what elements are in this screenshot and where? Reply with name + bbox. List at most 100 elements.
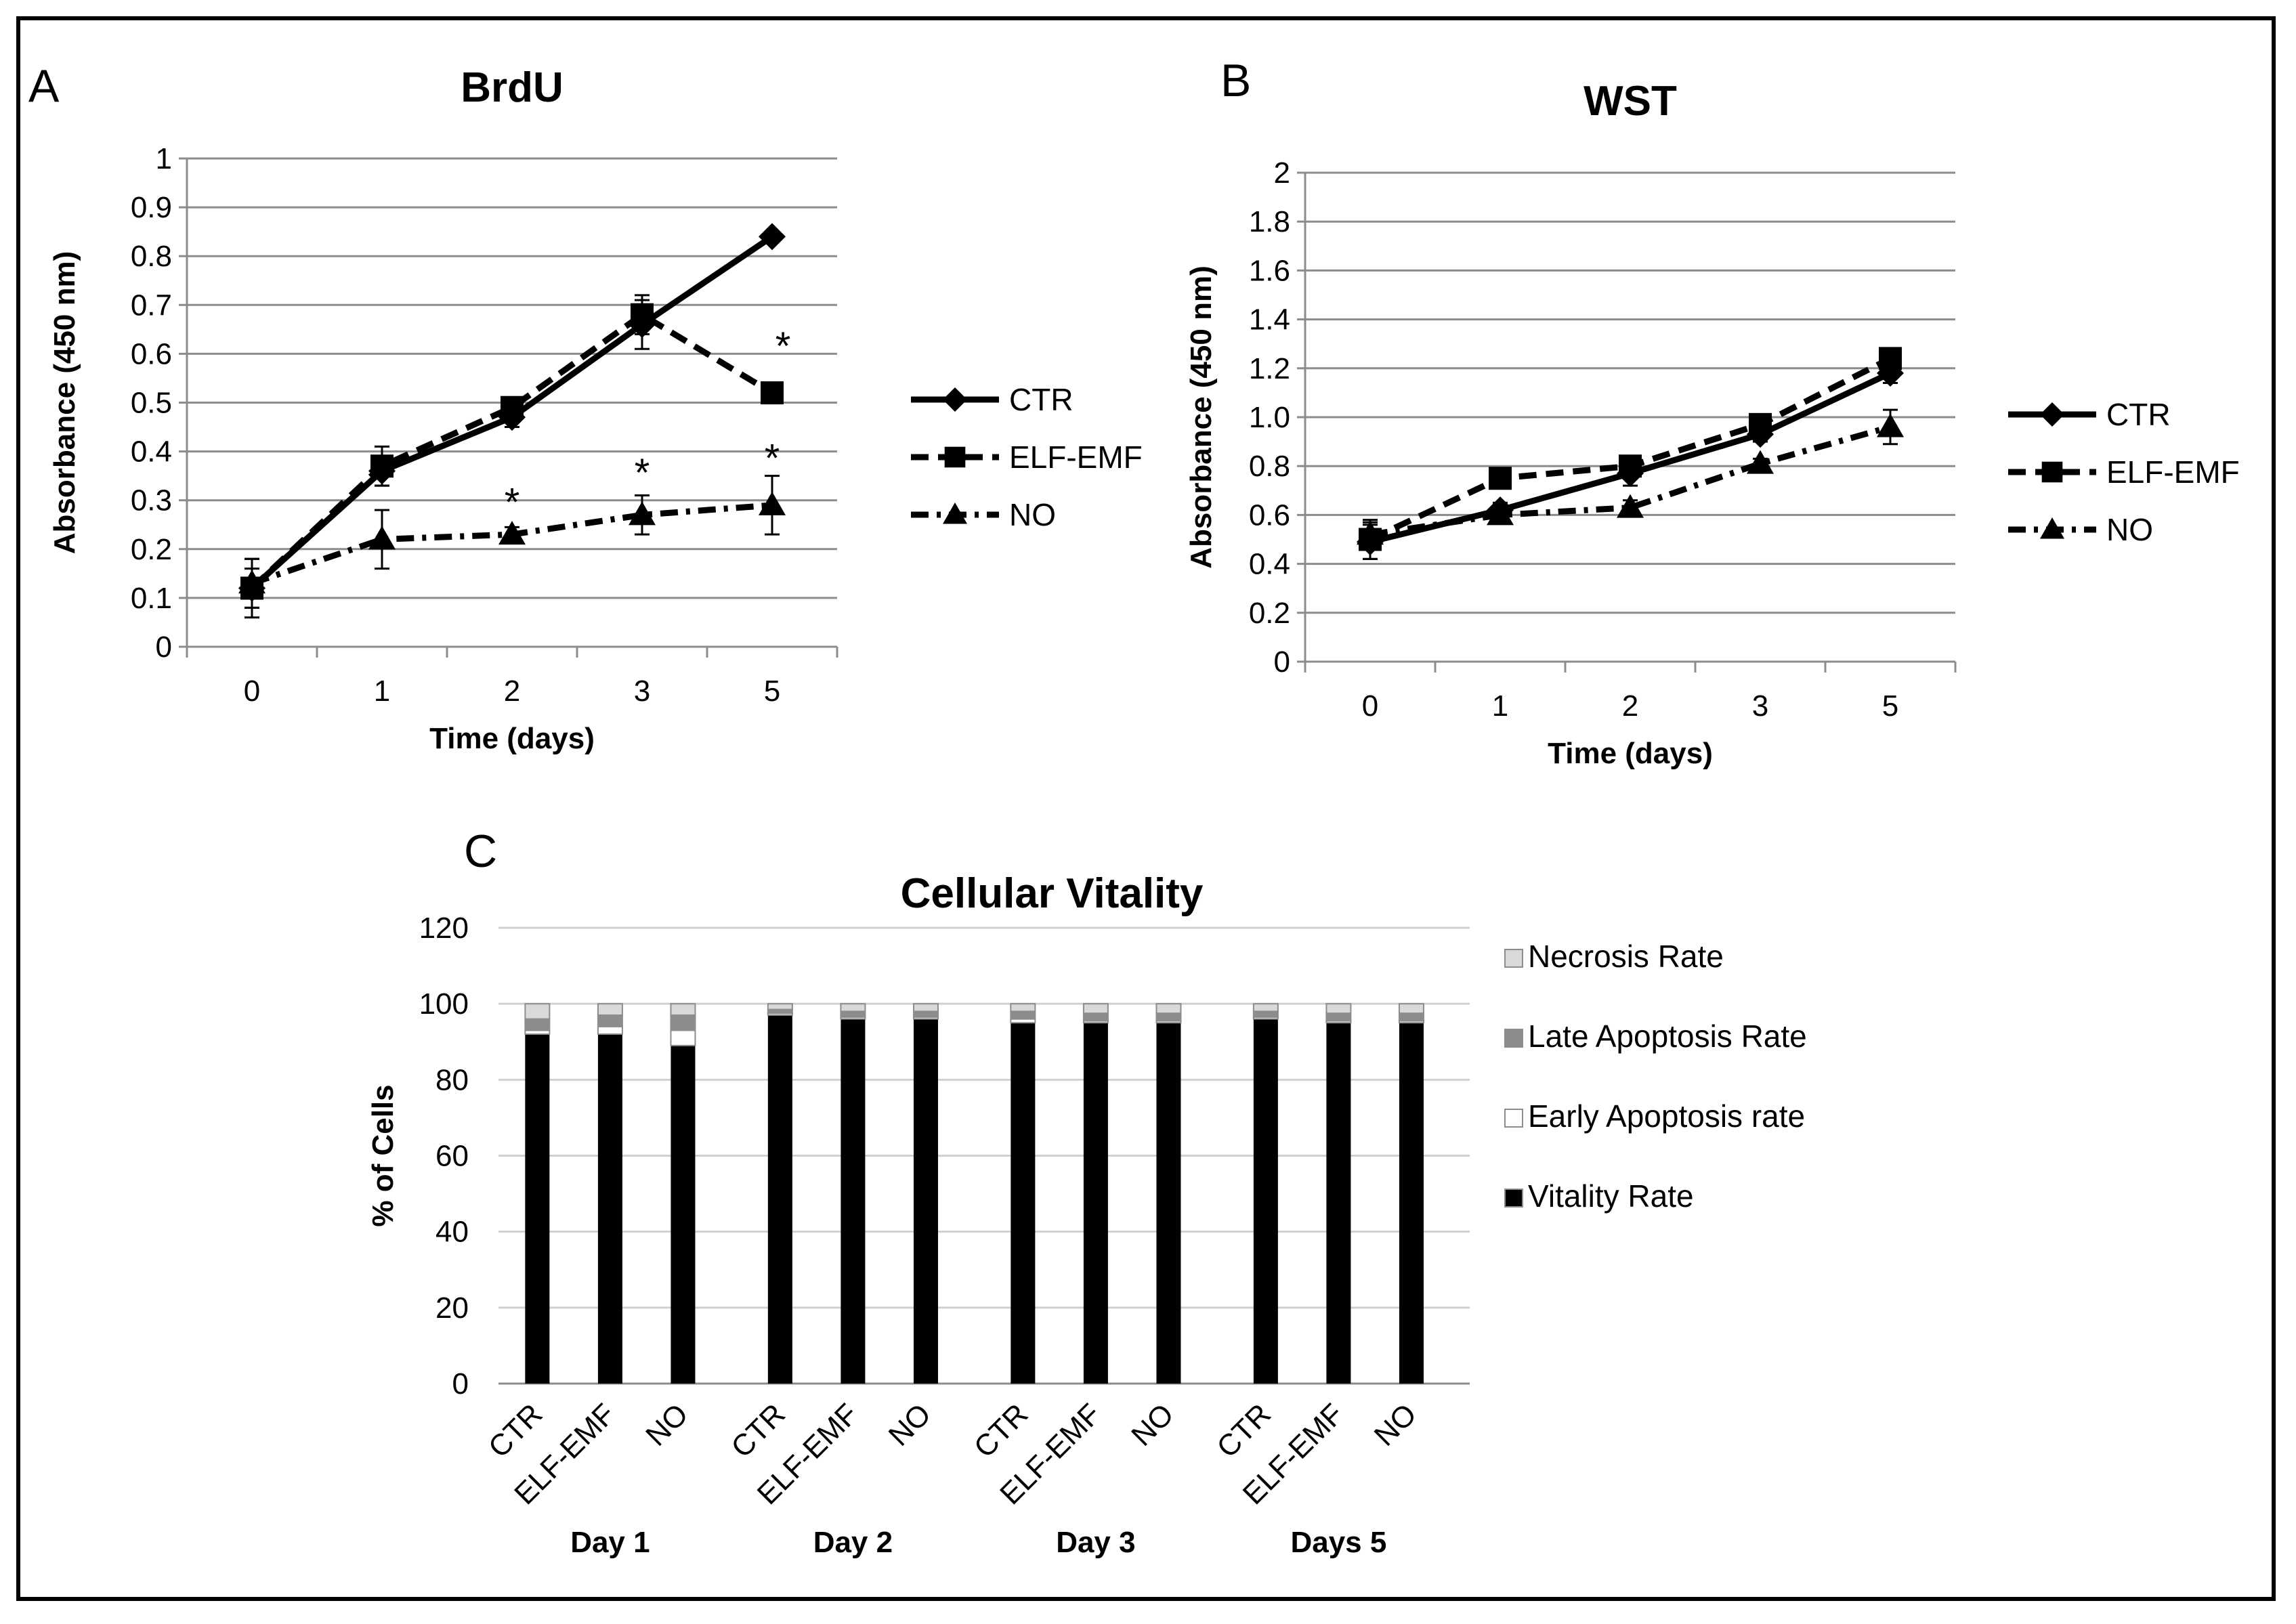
chart-C: C Cellular Vitality 0 20 40 60 80 100 120 % of Ce… bbox=[366, 826, 1807, 1559]
bar-segment bbox=[1010, 1003, 1036, 1012]
y-tick-label: 0.9 bbox=[131, 191, 172, 224]
chart-A: A BrdU 0 0.1 0.2 0.3 0.4 0.5 0.6 0.7 0.8 0.9 1 0 1 2 3 5 T… bbox=[28, 60, 1143, 755]
legend-label: CTR bbox=[2106, 397, 2171, 432]
bar-segment bbox=[670, 1014, 696, 1031]
y-tick-label: 1.6 bbox=[1249, 254, 1290, 287]
data-point bbox=[238, 570, 265, 594]
x-tick-label: 2 bbox=[1622, 689, 1638, 723]
x-tick-label: 1 bbox=[374, 675, 390, 708]
bar-segment bbox=[1010, 1010, 1036, 1020]
bar-segment bbox=[524, 1003, 551, 1020]
data-point bbox=[498, 521, 526, 545]
bar-segment bbox=[597, 1034, 622, 1384]
bar-segment bbox=[913, 1019, 938, 1384]
legend-swatch bbox=[1504, 1189, 1523, 1208]
bar-segment bbox=[1156, 1023, 1181, 1384]
x-tick-label: CTR bbox=[1210, 1397, 1277, 1464]
y-tick-label: 0.4 bbox=[131, 435, 172, 469]
legend-swatch bbox=[1504, 949, 1523, 968]
group-label: Day 1 bbox=[570, 1526, 650, 1559]
x-tick-label: 5 bbox=[764, 675, 780, 708]
y-tick-label: 0.3 bbox=[131, 484, 172, 517]
group-label: Day 3 bbox=[1056, 1526, 1135, 1559]
panel-label: A bbox=[28, 60, 60, 112]
x-tick-label: NO bbox=[639, 1397, 694, 1452]
y-tick-label: 0.8 bbox=[1249, 450, 1290, 483]
bar-segment bbox=[767, 1014, 792, 1384]
chart-title: WST bbox=[1583, 78, 1677, 125]
x-tick-label: 3 bbox=[634, 675, 650, 708]
y-axis-title: Absorbance (450 nm) bbox=[48, 251, 81, 554]
bar-segment bbox=[1082, 1003, 1109, 1014]
bar-segment bbox=[597, 1025, 623, 1035]
y-tick-label: 1.8 bbox=[1249, 205, 1290, 238]
series-elf-emf bbox=[240, 294, 784, 619]
bar-segment bbox=[1398, 1003, 1424, 1014]
x-axis-title: Time (days) bbox=[429, 722, 595, 755]
y-tick-label: 40 bbox=[435, 1216, 469, 1249]
y-tick-label: 100 bbox=[419, 987, 469, 1021]
bar-segment bbox=[524, 1018, 551, 1031]
significance-marker: * bbox=[765, 437, 780, 481]
legend-label: ELF-EMF bbox=[1009, 440, 1143, 475]
bar-segment bbox=[597, 1014, 623, 1027]
legend-marker bbox=[2041, 461, 2063, 483]
bar-segment bbox=[912, 1003, 939, 1012]
data-point bbox=[1747, 450, 1774, 474]
bar-segment bbox=[1399, 1023, 1424, 1384]
y-tick-label: 0.2 bbox=[1249, 597, 1290, 630]
bar-segment bbox=[840, 1003, 866, 1012]
figure-frame bbox=[16, 16, 2276, 1601]
bar-segment bbox=[597, 1003, 623, 1016]
data-point bbox=[1749, 412, 1772, 436]
y-tick-label: 2 bbox=[1274, 156, 1290, 190]
bar-segment bbox=[1252, 1010, 1279, 1018]
x-tick-label: 5 bbox=[1882, 689, 1898, 723]
data-point bbox=[370, 454, 394, 478]
bar-segment bbox=[841, 1019, 866, 1384]
legend-label: CTR bbox=[1009, 382, 1073, 417]
data-point bbox=[761, 381, 784, 405]
y-tick-label: 120 bbox=[419, 912, 469, 945]
significance-marker: * bbox=[505, 480, 520, 524]
bar-segment bbox=[1155, 1003, 1182, 1014]
data-point bbox=[1619, 454, 1642, 478]
legend-swatch bbox=[1504, 1109, 1523, 1128]
y-tick-label: 0.5 bbox=[131, 387, 172, 420]
bar-segment bbox=[671, 1045, 696, 1384]
x-tick-label: 0 bbox=[244, 675, 260, 708]
legend-label: ELF-EMF bbox=[2106, 454, 2240, 490]
y-tick-label: 80 bbox=[435, 1063, 469, 1096]
bar-segment bbox=[1252, 1003, 1279, 1012]
x-tick-label: CTR bbox=[968, 1397, 1035, 1464]
bar-segment bbox=[525, 1034, 550, 1384]
group-label: Days 5 bbox=[1290, 1526, 1386, 1559]
x-tick-label: NO bbox=[1368, 1397, 1423, 1452]
panel-label: B bbox=[1220, 55, 1251, 106]
y-tick-label: 0.6 bbox=[1249, 498, 1290, 532]
bar-segment bbox=[670, 1003, 696, 1016]
data-point bbox=[1879, 347, 1902, 370]
series-line bbox=[249, 311, 774, 591]
data-point bbox=[1877, 413, 1904, 437]
bar-segment bbox=[840, 1010, 866, 1018]
x-tick-label: NO bbox=[1125, 1397, 1180, 1452]
legend-marker bbox=[943, 503, 967, 524]
legend-label: Early Apoptosis rate bbox=[1528, 1098, 1805, 1134]
x-tick-label: 3 bbox=[1752, 689, 1768, 723]
y-tick-label: 1.4 bbox=[1249, 303, 1290, 337]
legend-label: Late Apoptosis Rate bbox=[1528, 1019, 1807, 1054]
bar-segment bbox=[1325, 1012, 1352, 1022]
y-tick-label: 0.4 bbox=[1249, 548, 1290, 581]
legend-swatch bbox=[1504, 1029, 1523, 1048]
y-axis-title: % of Cells bbox=[366, 1084, 400, 1226]
panel-label: C bbox=[464, 826, 497, 877]
y-tick-label: 0 bbox=[156, 631, 172, 664]
series-no bbox=[238, 475, 786, 609]
significance-marker: * bbox=[775, 324, 791, 368]
x-tick-label: CTR bbox=[725, 1397, 792, 1464]
data-point bbox=[759, 491, 786, 515]
y-tick-label: 20 bbox=[435, 1291, 469, 1325]
y-tick-label: 1.0 bbox=[1249, 401, 1290, 434]
y-tick-label: 0.7 bbox=[131, 289, 172, 322]
